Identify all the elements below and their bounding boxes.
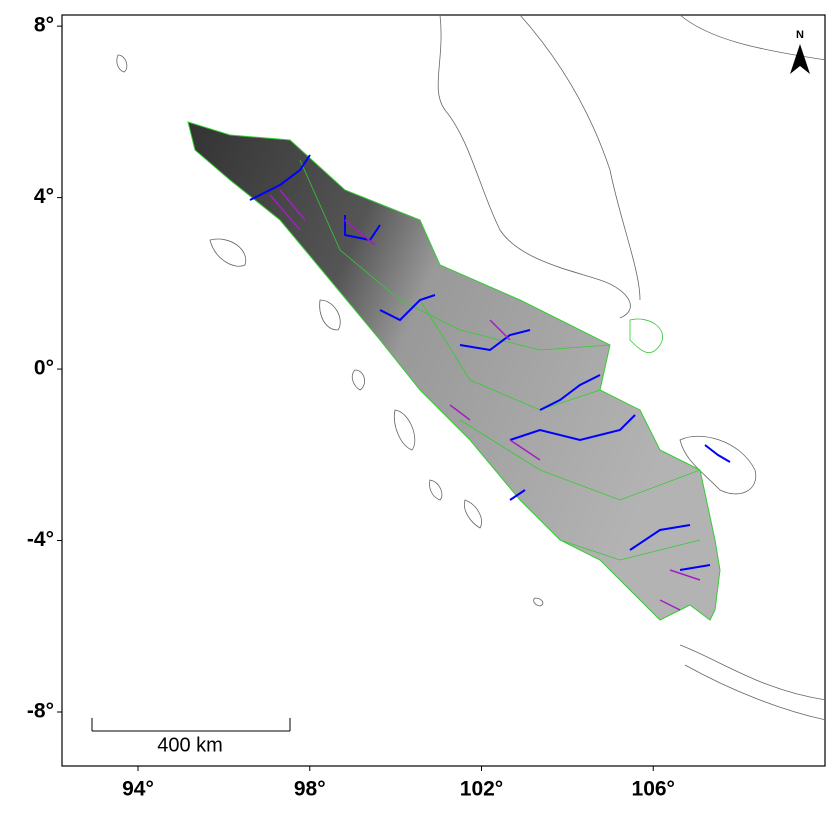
rivers — [249, 154, 731, 571]
y-tick-label: 4° — [34, 185, 54, 208]
y-tick-label: 0° — [34, 357, 54, 380]
malay-peninsula-east — [519, 14, 641, 301]
x-tick-label: 94° — [122, 778, 154, 801]
simeulue — [209, 238, 247, 267]
north-arrow — [790, 44, 810, 74]
sipora — [429, 479, 443, 501]
x-tick-label: 102° — [460, 778, 503, 801]
sumatra — [187, 121, 721, 621]
java-coast-south — [684, 664, 826, 721]
y-tick-label: -4° — [27, 528, 54, 551]
java-coast — [679, 644, 826, 701]
north-label: N — [796, 29, 804, 41]
siberut — [393, 409, 416, 451]
x-tick-label: 98° — [294, 778, 326, 801]
enggano — [533, 597, 544, 607]
y-tick-label: 8° — [34, 14, 54, 37]
hatched-areas — [269, 189, 701, 611]
island-1 — [351, 369, 365, 391]
island-2 — [116, 54, 128, 73]
pagai — [463, 499, 482, 529]
nias — [319, 299, 341, 331]
x-tick-label: 106° — [632, 778, 675, 801]
bangka — [679, 435, 757, 495]
scale-bar-label: 400 km — [157, 734, 223, 756]
malay-peninsula-west — [437, 14, 631, 319]
y-tick-label: -8° — [27, 700, 54, 723]
riau-islands — [629, 318, 663, 354]
basin-boundaries — [299, 159, 701, 561]
coastlines — [116, 14, 826, 721]
